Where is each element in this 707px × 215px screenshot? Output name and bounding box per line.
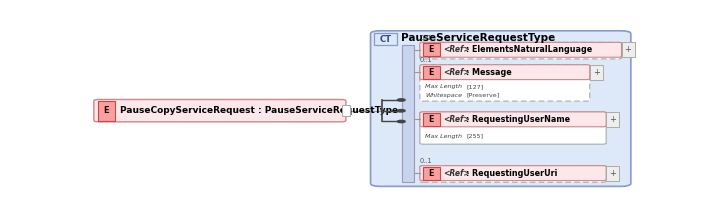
Text: E: E (428, 68, 434, 77)
Bar (402, 45, 414, 182)
Bar (606, 112, 619, 127)
Bar (423, 43, 440, 56)
Text: : RequestingUserName: : RequestingUserName (466, 115, 570, 124)
Text: +: + (625, 45, 631, 54)
Text: E: E (428, 45, 434, 54)
Bar (590, 65, 603, 80)
Text: <Ref>: <Ref> (443, 68, 469, 77)
Text: [127]: [127] (467, 84, 484, 89)
Text: E: E (104, 106, 110, 115)
Text: PauseCopyServiceRequest : PauseServiceRequestType: PauseCopyServiceRequest : PauseServiceRe… (119, 106, 398, 115)
FancyBboxPatch shape (420, 65, 590, 80)
Text: +: + (609, 115, 617, 124)
FancyBboxPatch shape (420, 42, 621, 59)
Text: PauseServiceRequestType: PauseServiceRequestType (401, 33, 555, 43)
FancyBboxPatch shape (420, 166, 606, 181)
FancyBboxPatch shape (420, 166, 606, 182)
FancyBboxPatch shape (94, 100, 346, 122)
Text: 0..1: 0..1 (420, 35, 433, 41)
Text: Whitespace: Whitespace (426, 93, 462, 98)
Text: CT: CT (380, 35, 392, 44)
Bar (423, 66, 440, 79)
Text: Max Length: Max Length (426, 134, 462, 139)
Circle shape (397, 99, 405, 101)
Text: [255]: [255] (467, 134, 484, 139)
Text: [Preserve]: [Preserve] (467, 93, 500, 98)
Text: <Ref>: <Ref> (443, 45, 469, 54)
Circle shape (397, 120, 405, 123)
Text: : ElementsNaturalLanguage: : ElementsNaturalLanguage (466, 45, 592, 54)
Text: : RequestingUserUri: : RequestingUserUri (466, 169, 557, 178)
Bar (423, 113, 440, 126)
Bar (621, 42, 635, 57)
Text: : Message: : Message (466, 68, 512, 77)
Bar (342, 105, 350, 117)
Bar (375, 33, 397, 45)
FancyBboxPatch shape (420, 65, 590, 101)
Text: +: + (609, 169, 617, 178)
FancyBboxPatch shape (420, 112, 606, 127)
FancyBboxPatch shape (370, 31, 631, 186)
Text: Max Length: Max Length (426, 84, 462, 89)
Text: E: E (428, 115, 434, 124)
Bar (98, 101, 115, 121)
Text: 0..1: 0..1 (420, 158, 433, 164)
Circle shape (397, 110, 405, 112)
FancyBboxPatch shape (420, 42, 621, 57)
Bar (606, 166, 619, 181)
Text: E: E (428, 169, 434, 178)
Text: +: + (593, 68, 600, 77)
FancyBboxPatch shape (420, 112, 606, 144)
Text: 0..1: 0..1 (420, 57, 433, 63)
Text: <Ref>: <Ref> (443, 169, 469, 178)
Text: <Ref>: <Ref> (443, 115, 469, 124)
Bar (423, 167, 440, 180)
